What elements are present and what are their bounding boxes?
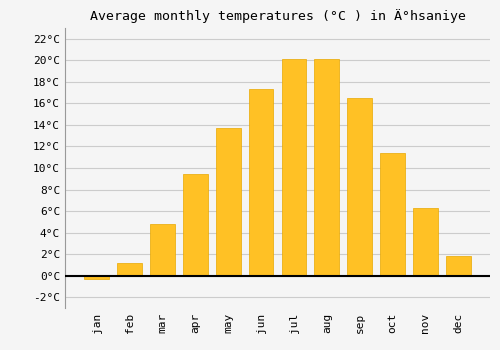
- Bar: [248, 89, 274, 276]
- Bar: [183, 174, 208, 276]
- Bar: [150, 224, 174, 276]
- Bar: [380, 153, 405, 276]
- Bar: [282, 59, 306, 276]
- Bar: [117, 263, 142, 276]
- Bar: [348, 98, 372, 276]
- Bar: [446, 256, 470, 276]
- Bar: [84, 276, 109, 279]
- Bar: [413, 208, 438, 276]
- Title: Average monthly temperatures (°C ) in Ä°hsaniye: Average monthly temperatures (°C ) in Ä°…: [90, 9, 466, 23]
- Bar: [314, 59, 339, 276]
- Bar: [216, 128, 240, 276]
